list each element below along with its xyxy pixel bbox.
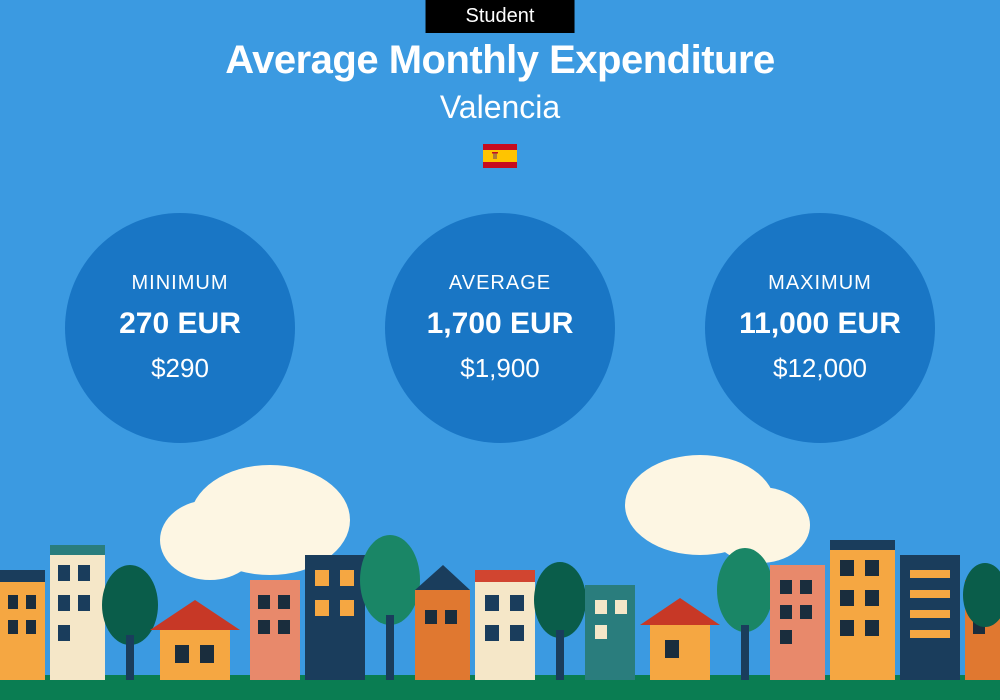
- city-name: Valencia: [0, 89, 1000, 126]
- student-badge: Student: [426, 0, 575, 33]
- stat-circle-minimum: MINIMUM 270 EUR $290: [65, 213, 295, 443]
- city-skyline-illustration: [0, 450, 1000, 700]
- stat-value-eur: 11,000 EUR: [739, 307, 901, 341]
- stat-value-usd: $12,000: [773, 353, 867, 384]
- page-title: Average Monthly Expenditure: [0, 38, 1000, 83]
- stat-circle-average: AVERAGE 1,700 EUR $1,900: [385, 213, 615, 443]
- stat-circle-maximum: MAXIMUM 11,000 EUR $12,000: [705, 213, 935, 443]
- stat-value-usd: $1,900: [460, 353, 540, 384]
- stat-value-eur: 270 EUR: [119, 307, 241, 341]
- spain-flag-icon: [483, 144, 517, 173]
- stat-label: MAXIMUM: [768, 272, 872, 295]
- stat-label: AVERAGE: [449, 272, 551, 295]
- stat-circles: MINIMUM 270 EUR $290 AVERAGE 1,700 EUR $…: [0, 213, 1000, 443]
- stat-value-eur: 1,700 EUR: [427, 307, 574, 341]
- stat-value-usd: $290: [151, 353, 209, 384]
- stat-label: MINIMUM: [132, 272, 229, 295]
